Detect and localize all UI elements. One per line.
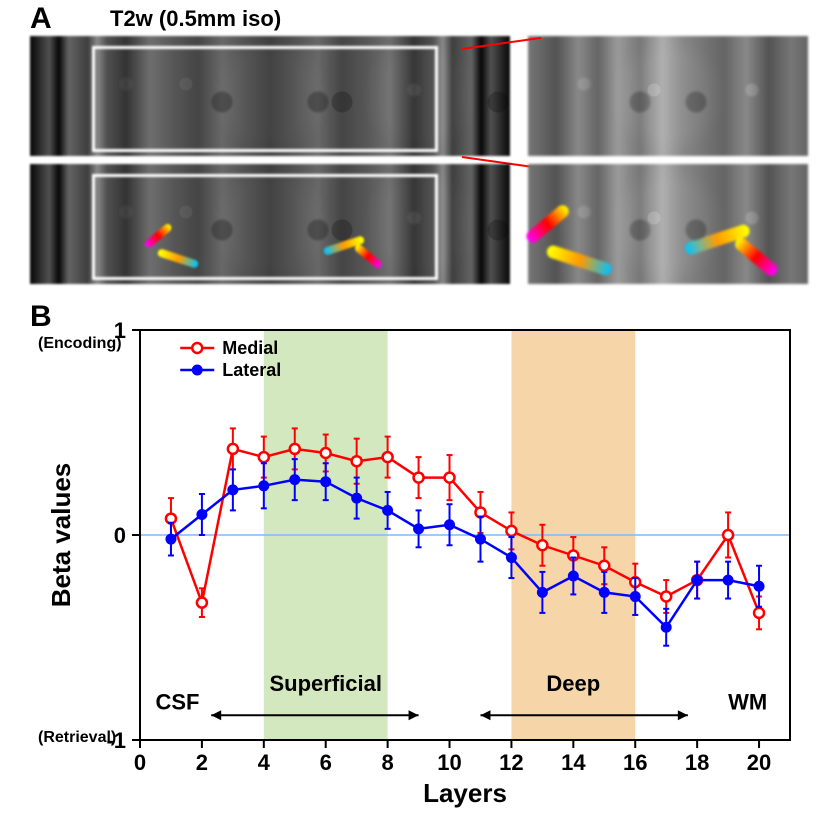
lateral-marker <box>661 622 671 632</box>
overlay-left-zoom <box>528 202 624 266</box>
medial-marker <box>445 473 455 483</box>
lateral-marker <box>692 575 702 585</box>
lateral-marker <box>445 520 455 530</box>
mri-main-top <box>30 36 510 156</box>
x-tick-label: 14 <box>561 750 586 775</box>
medial-marker <box>197 598 207 608</box>
zoom-box-bottom <box>92 174 438 280</box>
x-tick-label: 10 <box>437 750 461 775</box>
legend-medial-label: Medial <box>222 338 278 358</box>
medial-marker <box>599 561 609 571</box>
medial-marker <box>754 608 764 618</box>
legend-lateral-marker <box>192 365 202 375</box>
x-tick-label: 4 <box>258 750 271 775</box>
panel-b: 02468101214161820-101LayersBeta values(E… <box>30 310 810 810</box>
panel-a <box>30 8 810 288</box>
x-tick-label: 18 <box>685 750 709 775</box>
overlay-right-small <box>330 222 390 262</box>
medial-marker <box>383 452 393 462</box>
deep-label: Deep <box>546 671 600 696</box>
lateral-marker <box>228 485 238 495</box>
medial-marker <box>321 448 331 458</box>
medial-marker <box>352 456 362 466</box>
x-tick-label: 2 <box>196 750 208 775</box>
x-tick-label: 12 <box>499 750 523 775</box>
mri-row-bottom <box>30 164 810 284</box>
zoom-box-top <box>92 46 438 152</box>
lateral-marker <box>537 587 547 597</box>
x-tick-label: 6 <box>320 750 332 775</box>
superficial-label: Superficial <box>269 671 381 696</box>
mri-zoom-top <box>528 36 808 156</box>
medial-marker <box>661 592 671 602</box>
legend-lateral-label: Lateral <box>222 360 281 380</box>
mri-zoom-bottom <box>528 164 808 284</box>
medial-marker <box>414 473 424 483</box>
medial-marker <box>506 526 516 536</box>
lateral-marker <box>506 553 516 563</box>
y-axis-label: Beta values <box>46 463 76 608</box>
overlay-left-small <box>146 222 206 262</box>
medial-marker <box>537 540 547 550</box>
lateral-marker <box>321 477 331 487</box>
lateral-marker <box>723 575 733 585</box>
medial-marker <box>228 444 238 454</box>
lateral-line <box>171 480 759 628</box>
lateral-marker <box>290 475 300 485</box>
lateral-marker <box>166 534 176 544</box>
mri-row-top <box>30 36 810 156</box>
x-tick-label: 0 <box>134 750 146 775</box>
lateral-marker <box>414 524 424 534</box>
lateral-marker <box>568 571 578 581</box>
wm-label: WM <box>728 689 767 714</box>
mri-main-bottom <box>30 164 510 284</box>
legend-medial-marker <box>192 343 202 353</box>
x-tick-label: 8 <box>381 750 393 775</box>
lateral-marker <box>599 587 609 597</box>
figure: A T2w (0.5mm iso) <box>0 0 828 829</box>
overlay-right-zoom <box>695 202 791 266</box>
lateral-marker <box>630 592 640 602</box>
lateral-marker <box>383 505 393 515</box>
lateral-marker <box>475 534 485 544</box>
encoding-label: (Encoding) <box>38 335 122 352</box>
medial-marker <box>290 444 300 454</box>
medial-marker <box>723 530 733 540</box>
chart-svg: 02468101214161820-101LayersBeta values(E… <box>30 310 810 810</box>
lateral-marker <box>197 510 207 520</box>
csf-label: CSF <box>155 689 199 714</box>
y-tick-label: 0 <box>114 523 126 548</box>
lateral-marker <box>352 493 362 503</box>
x-tick-label: 16 <box>623 750 647 775</box>
medial-marker <box>259 452 269 462</box>
x-tick-label: 20 <box>747 750 771 775</box>
lateral-marker <box>754 581 764 591</box>
retrieval-label: (Retrieval) <box>38 729 116 746</box>
lateral-marker <box>259 481 269 491</box>
x-axis-label: Layers <box>423 778 507 808</box>
